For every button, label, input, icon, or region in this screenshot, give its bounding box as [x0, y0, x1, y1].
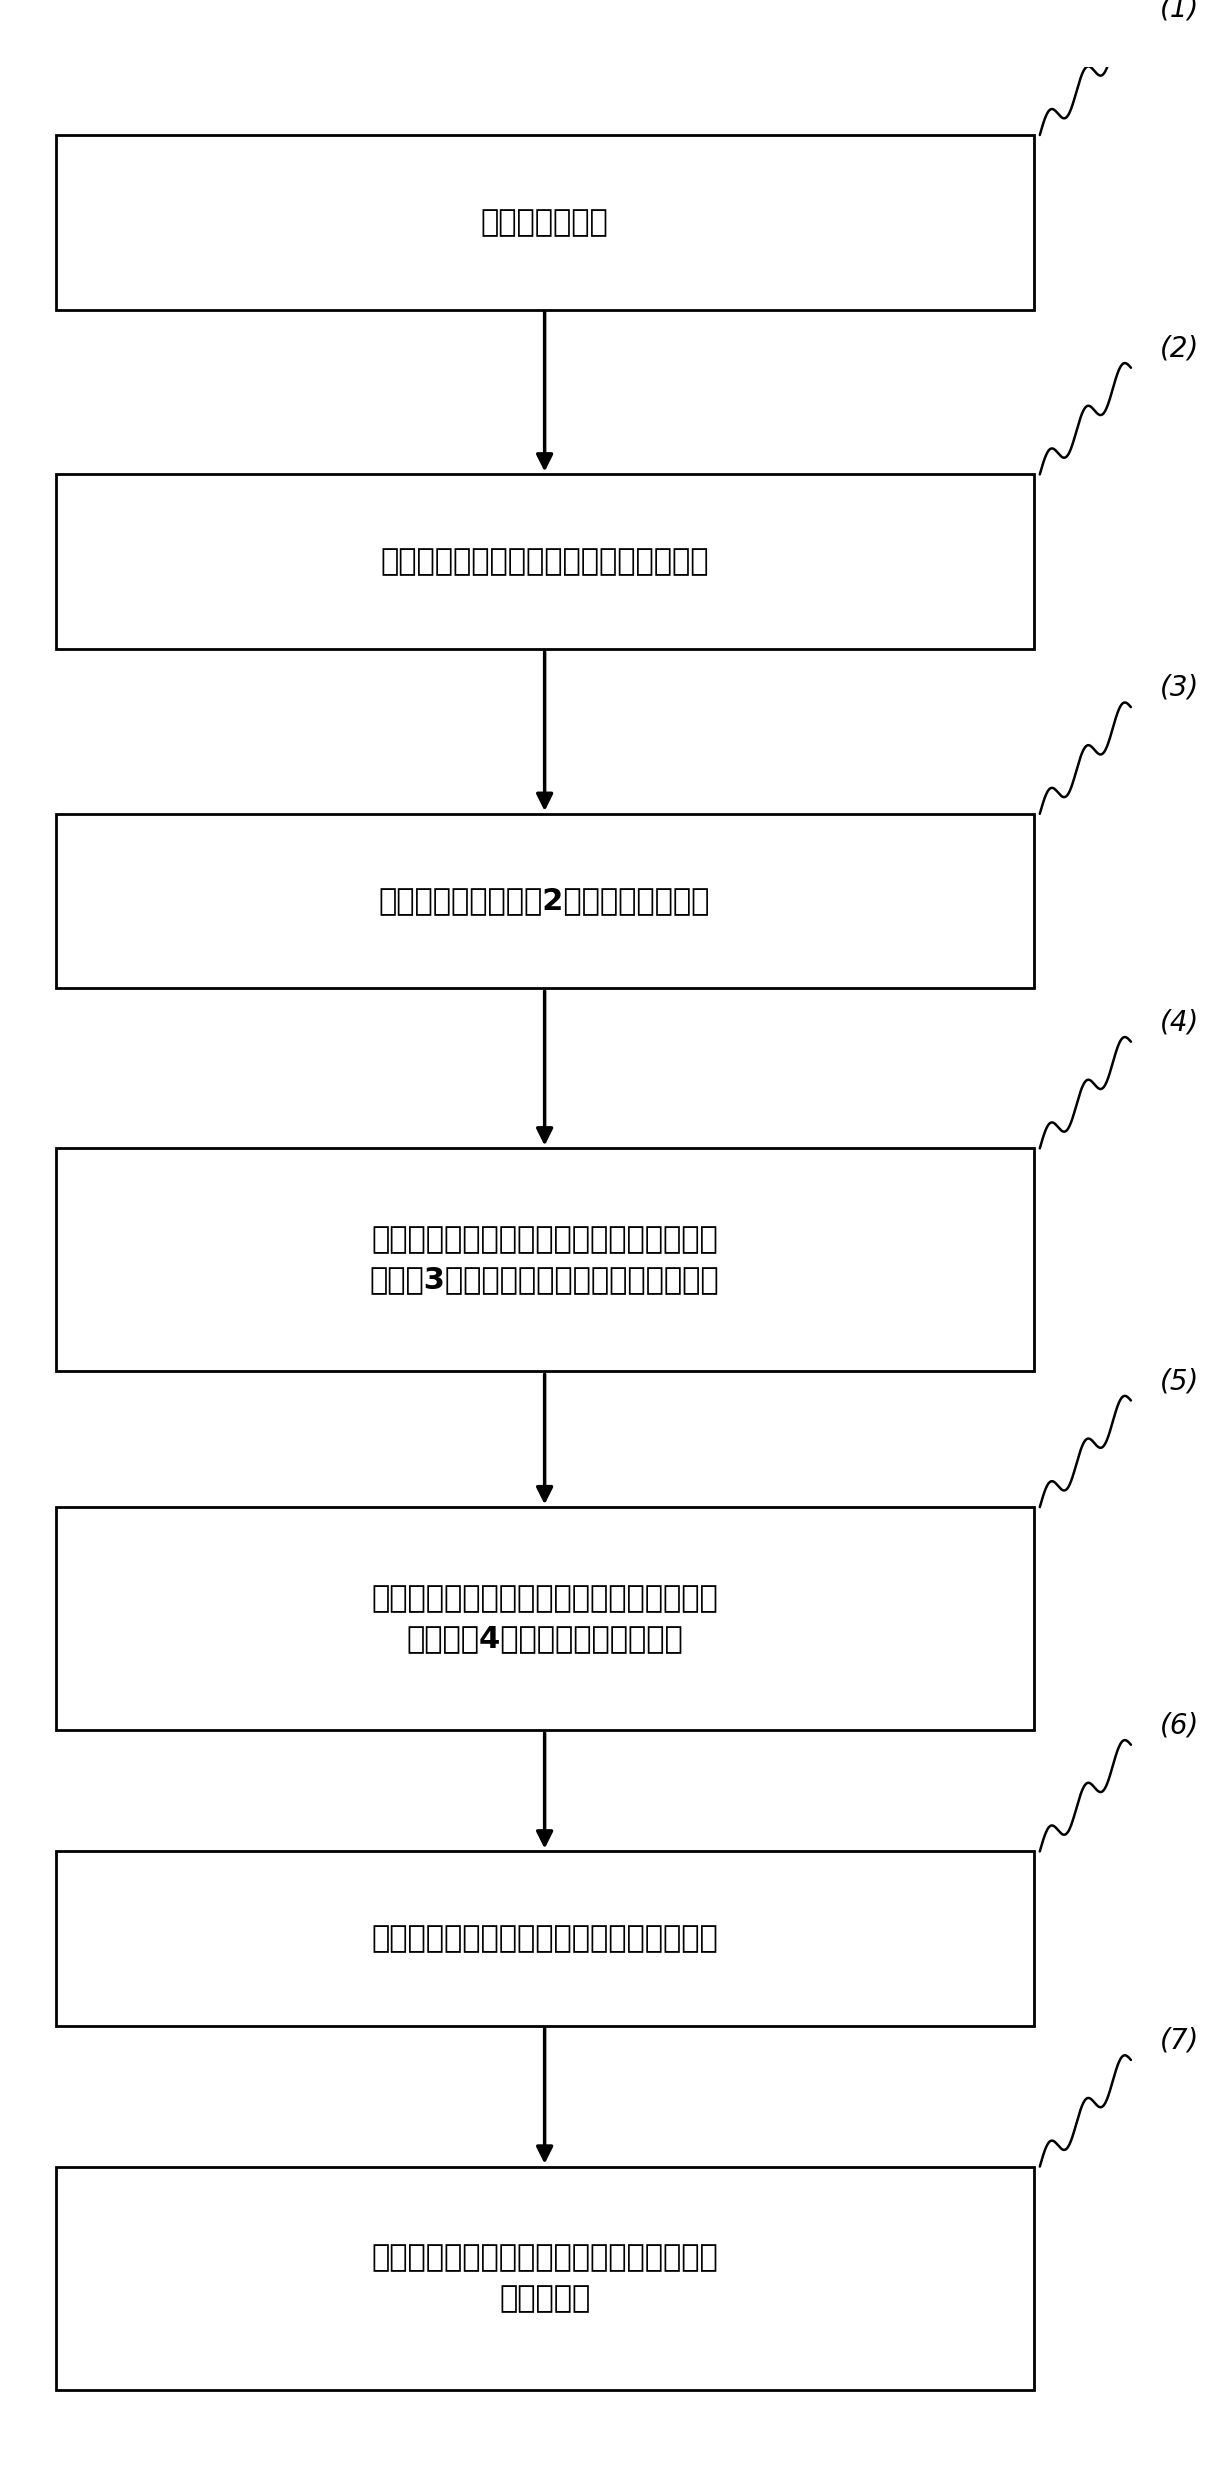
- Text: (6): (6): [1160, 1711, 1200, 1740]
- Bar: [55, 813, 1034, 989]
- Bar: [55, 473, 1034, 649]
- Text: (5): (5): [1160, 1366, 1200, 1396]
- Text: 通过所述的任一种半导体装置的量测方法对
经步骤（4）后的半导体装置量测: 通过所述的任一种半导体装置的量测方法对 经步骤（4）后的半导体装置量测: [371, 1584, 718, 1653]
- Bar: [55, 1507, 1034, 1730]
- Text: (2): (2): [1160, 335, 1200, 362]
- Text: 对量测合格的半导体装置进行湿法蚀刻步骤: 对量测合格的半导体装置进行湿法蚀刻步骤: [371, 1924, 718, 1953]
- Text: 将所述有机抗反射层作为蚀刻阻挡层，对经
步骤（3）后的半导体装置作干法蚀刻步骤: 将所述有机抗反射层作为蚀刻阻挡层，对经 步骤（3）后的半导体装置作干法蚀刻步骤: [370, 1225, 719, 1294]
- Text: 在湿法蚀刻步骤后的半导体装置沉积形成低
压栅氧化层: 在湿法蚀刻步骤后的半导体装置沉积形成低 压栅氧化层: [371, 2243, 718, 2313]
- Bar: [55, 1148, 1034, 1371]
- Text: 提供半导体装置: 提供半导体装置: [481, 208, 608, 238]
- Text: (7): (7): [1160, 2025, 1200, 2055]
- Text: 曝光、显影经步骤（2）后的半导体装置: 曝光、显影经步骤（2）后的半导体装置: [379, 887, 710, 915]
- Bar: [55, 2167, 1034, 2390]
- Bar: [55, 134, 1034, 310]
- Text: (4): (4): [1160, 1009, 1200, 1036]
- Text: (3): (3): [1160, 674, 1200, 702]
- Text: 在所述半导体装置沉积形成高压栅氧化层: 在所述半导体装置沉积形成高压栅氧化层: [381, 548, 709, 575]
- Text: (1): (1): [1160, 0, 1200, 22]
- Bar: [55, 1852, 1034, 2025]
